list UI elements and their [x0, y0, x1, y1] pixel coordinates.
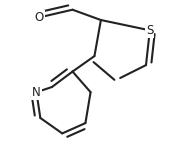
- Text: N: N: [32, 86, 41, 99]
- Text: S: S: [146, 24, 153, 37]
- Text: O: O: [34, 11, 44, 24]
